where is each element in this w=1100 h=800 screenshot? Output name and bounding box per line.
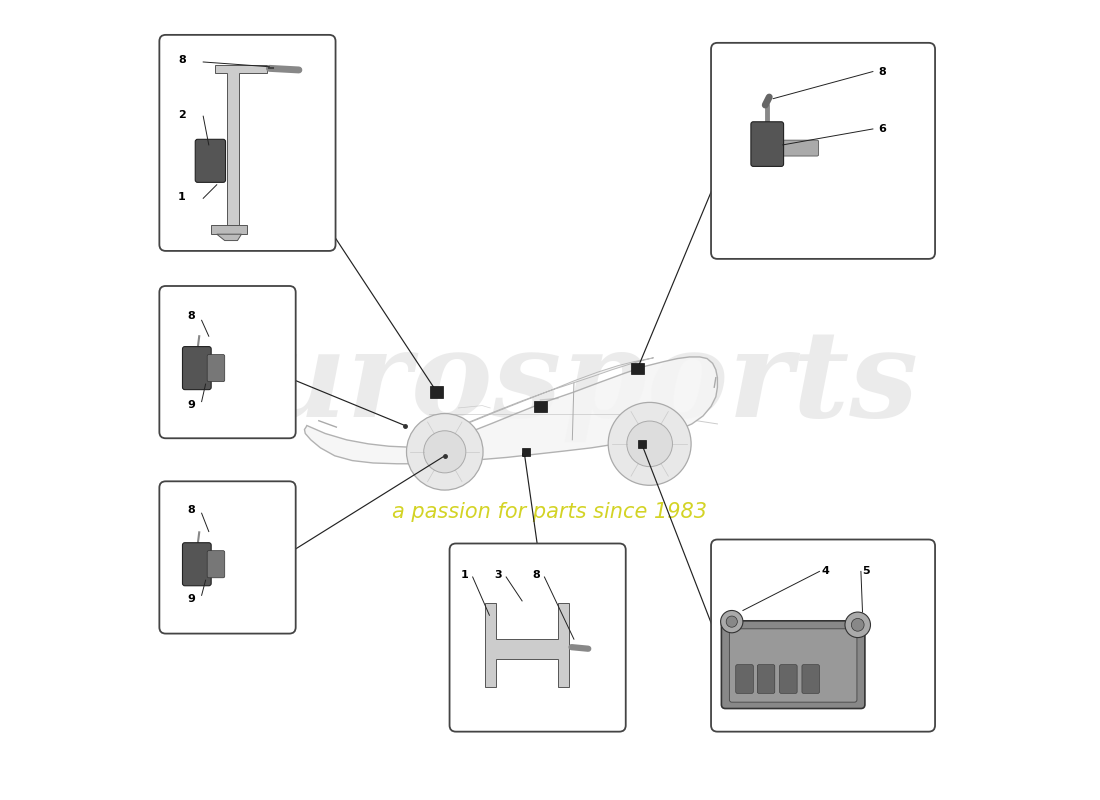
- Text: a passion for parts since 1983: a passion for parts since 1983: [393, 502, 707, 522]
- Text: 8: 8: [879, 66, 887, 77]
- Bar: [631, 362, 645, 374]
- Text: 8: 8: [187, 505, 195, 515]
- Text: 1: 1: [178, 192, 186, 202]
- FancyBboxPatch shape: [729, 629, 857, 702]
- Polygon shape: [217, 234, 242, 241]
- Text: eurosports: eurosports: [180, 325, 920, 443]
- Text: 5: 5: [862, 566, 870, 577]
- Text: 8: 8: [187, 311, 195, 322]
- Bar: [522, 448, 530, 456]
- FancyBboxPatch shape: [780, 665, 798, 694]
- FancyBboxPatch shape: [207, 550, 224, 578]
- FancyBboxPatch shape: [711, 539, 935, 732]
- FancyBboxPatch shape: [780, 140, 818, 156]
- FancyBboxPatch shape: [160, 286, 296, 438]
- FancyBboxPatch shape: [802, 665, 820, 694]
- FancyBboxPatch shape: [160, 35, 336, 251]
- Text: 9: 9: [187, 594, 195, 603]
- Bar: [535, 401, 547, 412]
- Text: 1: 1: [461, 570, 469, 580]
- FancyBboxPatch shape: [722, 621, 865, 709]
- Circle shape: [608, 402, 691, 486]
- Bar: [430, 386, 443, 398]
- Polygon shape: [211, 225, 248, 234]
- Circle shape: [424, 430, 465, 473]
- Circle shape: [627, 421, 672, 466]
- Text: 6: 6: [879, 124, 887, 134]
- Polygon shape: [216, 65, 267, 225]
- Text: 3: 3: [495, 570, 503, 580]
- Text: 9: 9: [187, 400, 195, 410]
- FancyBboxPatch shape: [736, 665, 754, 694]
- Circle shape: [851, 618, 865, 631]
- FancyBboxPatch shape: [751, 122, 783, 166]
- Polygon shape: [427, 358, 653, 442]
- Text: 2: 2: [178, 110, 186, 119]
- Polygon shape: [485, 603, 569, 687]
- Circle shape: [845, 612, 870, 638]
- FancyBboxPatch shape: [160, 482, 296, 634]
- Circle shape: [407, 414, 483, 490]
- Text: 4: 4: [821, 566, 829, 577]
- FancyBboxPatch shape: [757, 665, 774, 694]
- Text: 8: 8: [532, 570, 540, 580]
- Bar: [638, 440, 646, 448]
- Text: 8: 8: [178, 54, 186, 65]
- FancyBboxPatch shape: [195, 139, 226, 182]
- Circle shape: [720, 610, 742, 633]
- FancyBboxPatch shape: [183, 542, 211, 586]
- FancyBboxPatch shape: [207, 354, 224, 382]
- Circle shape: [726, 616, 737, 627]
- FancyBboxPatch shape: [450, 543, 626, 732]
- FancyBboxPatch shape: [183, 346, 211, 390]
- FancyBboxPatch shape: [711, 43, 935, 259]
- Polygon shape: [305, 357, 717, 464]
